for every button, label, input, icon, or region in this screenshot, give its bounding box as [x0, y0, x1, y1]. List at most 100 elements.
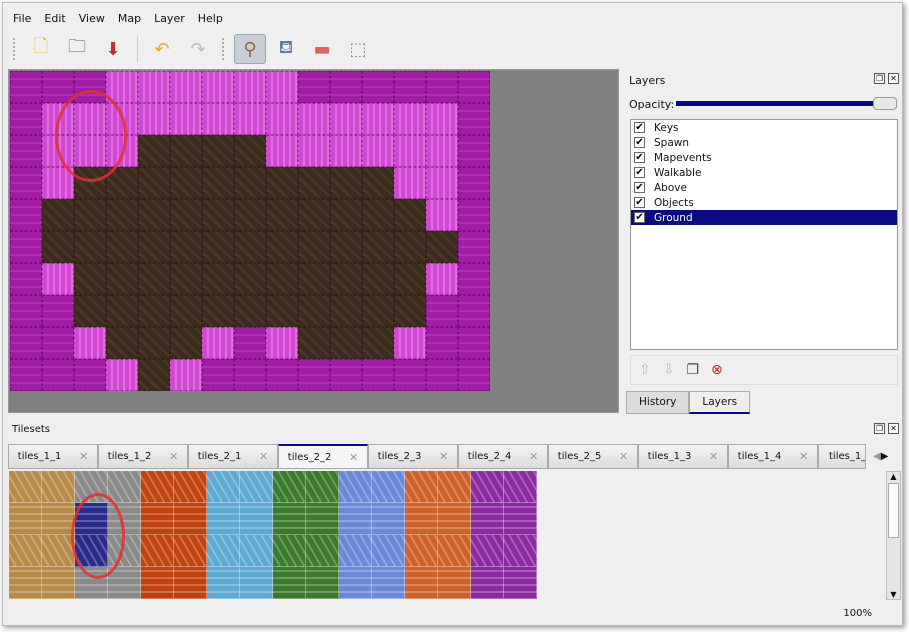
map-tile[interactable]: [202, 103, 234, 135]
tab-scroll-left-icon[interactable]: ◀: [873, 451, 881, 462]
map-tile[interactable]: [202, 199, 234, 231]
save-button[interactable]: ⬇: [97, 34, 129, 64]
map-tile[interactable]: [426, 295, 458, 327]
map-tile[interactable]: [74, 359, 106, 391]
tileset-view[interactable]: [9, 471, 539, 600]
tileset-tile[interactable]: [141, 471, 174, 503]
tileset-tile[interactable]: [306, 471, 339, 503]
map-tile[interactable]: [426, 135, 458, 167]
map-tile[interactable]: [426, 263, 458, 295]
map-tile[interactable]: [394, 231, 426, 263]
lower-layer-icon[interactable]: ⇩: [662, 362, 675, 378]
tab-scroll[interactable]: ◀ ▶: [873, 444, 899, 469]
map-tile[interactable]: [362, 199, 394, 231]
tileset-tile[interactable]: [174, 503, 207, 535]
map-tile[interactable]: [42, 327, 74, 359]
tileset-tile[interactable]: [405, 567, 438, 599]
tileset-tab[interactable]: tiles_1_3 ✕: [638, 444, 728, 469]
open-button[interactable]: 🗀: [61, 34, 93, 64]
map-tile[interactable]: [330, 199, 362, 231]
map-tile[interactable]: [170, 295, 202, 327]
close-tab-icon[interactable]: ✕: [258, 450, 269, 463]
tileset-tile[interactable]: [471, 503, 504, 535]
map-tile[interactable]: [394, 359, 426, 391]
visibility-checkbox[interactable]: ✔: [634, 152, 645, 163]
close-tab-icon[interactable]: ✕: [78, 450, 89, 463]
map-tile[interactable]: [74, 231, 106, 263]
map-tile[interactable]: [362, 71, 394, 103]
tileset-tile[interactable]: [42, 567, 75, 599]
map-tile[interactable]: [266, 263, 298, 295]
map-tile[interactable]: [394, 167, 426, 199]
tileset-tile[interactable]: [9, 567, 42, 599]
map-tile[interactable]: [330, 263, 362, 295]
map-tile[interactable]: [42, 295, 74, 327]
map-tile[interactable]: [426, 231, 458, 263]
map-tile[interactable]: [362, 135, 394, 167]
tileset-tile[interactable]: [141, 535, 174, 567]
close-icon[interactable]: ✕: [888, 73, 899, 84]
tileset-tile[interactable]: [273, 471, 306, 503]
rect-select-button[interactable]: ⬚: [342, 34, 374, 64]
map-tile[interactable]: [234, 71, 266, 103]
map-tile[interactable]: [362, 103, 394, 135]
map-tile[interactable]: [266, 359, 298, 391]
tileset-tile[interactable]: [306, 567, 339, 599]
menu-map[interactable]: Map: [117, 12, 142, 25]
map-tile[interactable]: [10, 135, 42, 167]
tileset-tile[interactable]: [141, 567, 174, 599]
map-tile[interactable]: [202, 135, 234, 167]
tileset-tile[interactable]: [372, 503, 405, 535]
tileset-tab[interactable]: tiles_1_2 ✕: [98, 444, 188, 469]
tab-layers[interactable]: Layers: [689, 391, 751, 414]
map-tile[interactable]: [170, 103, 202, 135]
map-tile[interactable]: [298, 231, 330, 263]
tileset-tile[interactable]: [9, 503, 42, 535]
close-tab-icon[interactable]: ✕: [798, 450, 809, 463]
map-tile[interactable]: [458, 359, 490, 391]
tileset-tile[interactable]: [306, 503, 339, 535]
bucket-fill-button[interactable]: ⛾: [270, 34, 302, 64]
tileset-tile[interactable]: [504, 503, 537, 535]
opacity-slider-handle[interactable]: [873, 97, 897, 110]
menu-help[interactable]: Help: [197, 12, 223, 25]
close-tab-icon[interactable]: ✕: [168, 450, 179, 463]
layer-item[interactable]: ✔ Above: [631, 180, 897, 195]
layer-item[interactable]: ✔ Walkable: [631, 165, 897, 180]
map-tile[interactable]: [138, 71, 170, 103]
tileset-tile[interactable]: [174, 535, 207, 567]
map-tile[interactable]: [394, 71, 426, 103]
tileset-tile[interactable]: [108, 471, 141, 503]
map-tile[interactable]: [42, 71, 74, 103]
map-tile[interactable]: [330, 103, 362, 135]
map-tile[interactable]: [458, 135, 490, 167]
tileset-tile[interactable]: [339, 471, 372, 503]
close-tab-icon[interactable]: ✕: [438, 450, 449, 463]
map-tile[interactable]: [106, 359, 138, 391]
map-tile[interactable]: [426, 167, 458, 199]
visibility-checkbox[interactable]: ✔: [634, 212, 645, 223]
map-tile[interactable]: [298, 103, 330, 135]
toolbar-grip[interactable]: [13, 38, 17, 60]
tileset-tile[interactable]: [339, 567, 372, 599]
map-tile[interactable]: [458, 295, 490, 327]
map-canvas[interactable]: [8, 69, 619, 413]
tileset-tile[interactable]: [339, 535, 372, 567]
map-tile[interactable]: [170, 327, 202, 359]
map-tile[interactable]: [234, 135, 266, 167]
float-icon[interactable]: ❐: [874, 73, 885, 84]
tileset-tile[interactable]: [207, 535, 240, 567]
tileset-tile[interactable]: [240, 567, 273, 599]
map-tile[interactable]: [106, 263, 138, 295]
map-tile[interactable]: [458, 167, 490, 199]
map-tile[interactable]: [202, 295, 234, 327]
tileset-tab[interactable]: tiles_1_1 ✕: [8, 444, 98, 469]
tileset-tile[interactable]: [207, 567, 240, 599]
tileset-tile[interactable]: [108, 567, 141, 599]
map-tile[interactable]: [266, 295, 298, 327]
tileset-tile[interactable]: [42, 471, 75, 503]
map-tile[interactable]: [234, 231, 266, 263]
map-tile[interactable]: [394, 103, 426, 135]
map-tile[interactable]: [426, 327, 458, 359]
map-tile[interactable]: [10, 103, 42, 135]
